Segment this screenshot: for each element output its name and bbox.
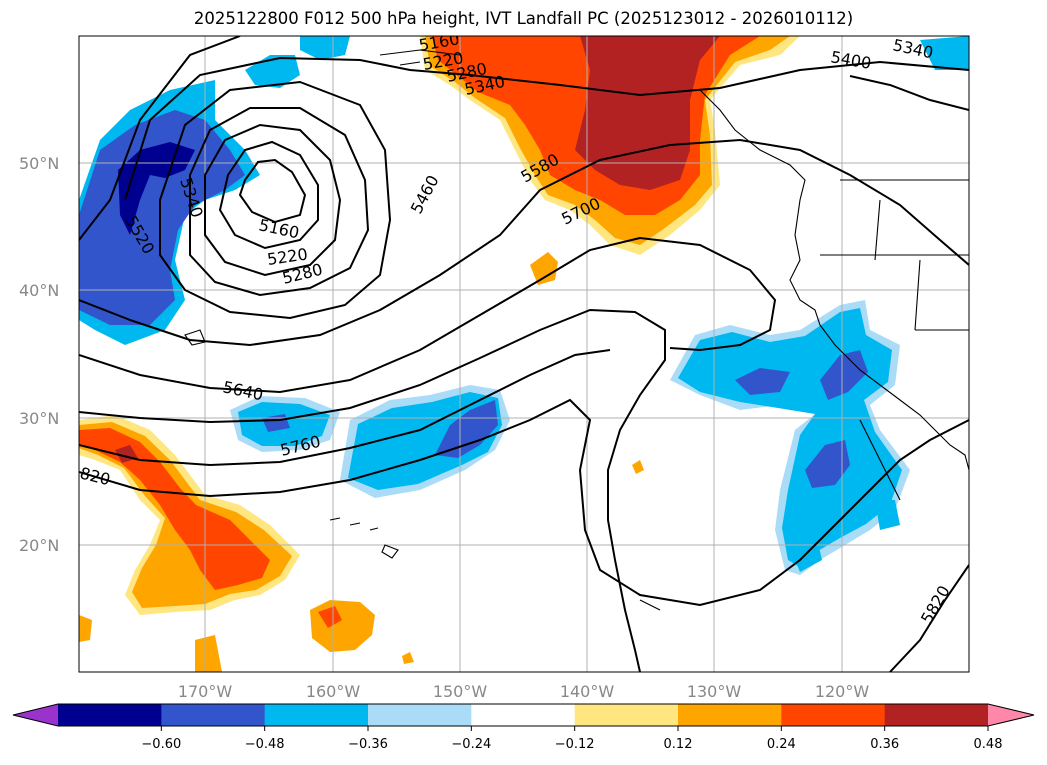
contour-5340-low xyxy=(189,107,370,297)
contour-5520 xyxy=(79,36,241,241)
contour-5580 xyxy=(79,138,969,347)
map-layers: 5160 5220 5280 5340 5400 5340 5460 5520 … xyxy=(79,36,969,672)
lon-label-150w: 150°W xyxy=(433,682,488,701)
contour-5700 xyxy=(79,308,666,672)
ivt-region-tiny-warm xyxy=(632,460,644,474)
contour-5820 xyxy=(79,398,969,607)
colorbar-tick-label: −0.12 xyxy=(555,737,595,752)
lon-label-130w: 130°W xyxy=(687,682,742,701)
ivt-region-west-blue-dark xyxy=(118,142,195,235)
lat-label-50n: 50°N xyxy=(19,154,59,173)
map-frame xyxy=(78,35,970,673)
colorbar-tick-label: −0.48 xyxy=(245,737,285,752)
colorbar-outline xyxy=(12,703,1035,727)
colorbar-tick-label: 0.36 xyxy=(870,737,899,752)
coastlines xyxy=(184,49,969,611)
lon-label-120w: 120°W xyxy=(815,682,870,701)
colorbar-tick-label: −0.60 xyxy=(141,737,181,752)
lon-label-160w: 160°W xyxy=(306,682,361,701)
ivt-region-east-blue-dark-2 xyxy=(820,350,868,400)
colorbar-extension-max xyxy=(988,704,1034,726)
colorbar-tick-label: −0.36 xyxy=(348,737,388,752)
ivt-region-bottom-warm-patch xyxy=(195,635,222,672)
lon-label-170w: 170°W xyxy=(178,682,233,701)
longitude-labels: 170°W 160°W 150°W 140°W 130°W 120°W xyxy=(178,682,870,701)
colorbar-segment xyxy=(368,704,472,726)
ivt-region-southwest-warm-red xyxy=(79,428,270,590)
colorbar-segment xyxy=(471,704,576,726)
contour-5280-low xyxy=(204,123,342,277)
colorbar-segment xyxy=(264,704,369,726)
colorbar-segment xyxy=(161,704,266,726)
colorbar-segment xyxy=(781,704,886,726)
ivt-region-central-blue-dark xyxy=(435,400,498,458)
lat-label-40n: 40°N xyxy=(19,281,59,300)
height-contours xyxy=(79,36,969,672)
contour-5760 xyxy=(79,349,611,467)
latitude-labels: 50°N 40°N 30°N 20°N xyxy=(19,154,59,555)
contour-5400-east xyxy=(849,75,969,111)
colorbar-segment xyxy=(678,704,782,726)
ivt-region-topleft-blue xyxy=(300,36,350,60)
ivt-negative-shading xyxy=(79,36,969,575)
contour-5160-low xyxy=(238,158,307,224)
contour-5400-low xyxy=(159,80,392,320)
lat-label-30n: 30°N xyxy=(19,409,59,428)
colorbar-segment xyxy=(884,704,989,726)
map-title: 2025122800 F012 500 hPa height, IVT Land… xyxy=(193,9,854,28)
ivt-region-east-blue-dark-1 xyxy=(735,368,790,395)
colorbar-segment xyxy=(58,704,162,726)
colorbar-tick-label: 0.12 xyxy=(664,737,693,752)
contour-5640 xyxy=(79,236,777,394)
ivt-region-south-warm-patch-red xyxy=(318,606,342,628)
ivt-region-west-blue-mid xyxy=(79,110,245,325)
contour-5820-east xyxy=(889,564,969,672)
colorbar-extension-min xyxy=(13,704,58,726)
colorbar-tick-label: −0.24 xyxy=(451,737,491,752)
ivt-region-east-blue-small xyxy=(875,500,900,530)
colorbar-tick-label: 0.48 xyxy=(974,737,1003,752)
colorbar: −0.60 −0.48 −0.36 −0.24 −0.12 0.12 0.24 0.36 0.4… xyxy=(12,703,1035,752)
ivt-region-small-orange xyxy=(530,252,558,285)
lat-label-20n: 20°N xyxy=(19,536,59,555)
colorbar-segment xyxy=(574,704,679,726)
ivt-region-left-edge-warm xyxy=(79,615,92,642)
ivt-region-tiny-warm-2 xyxy=(402,652,414,664)
colorbar-tick-label: 0.24 xyxy=(767,737,796,752)
ivt-region-north-warm-darkred xyxy=(575,36,720,190)
ivt-positive-shading xyxy=(79,36,800,672)
contour-5460 xyxy=(124,56,969,201)
lon-label-140w: 140°W xyxy=(560,682,615,701)
ivt-region-topright-blue xyxy=(920,36,969,70)
ivt-region-east-blue-dark-3 xyxy=(805,440,850,488)
contour-5220-low xyxy=(218,140,319,250)
